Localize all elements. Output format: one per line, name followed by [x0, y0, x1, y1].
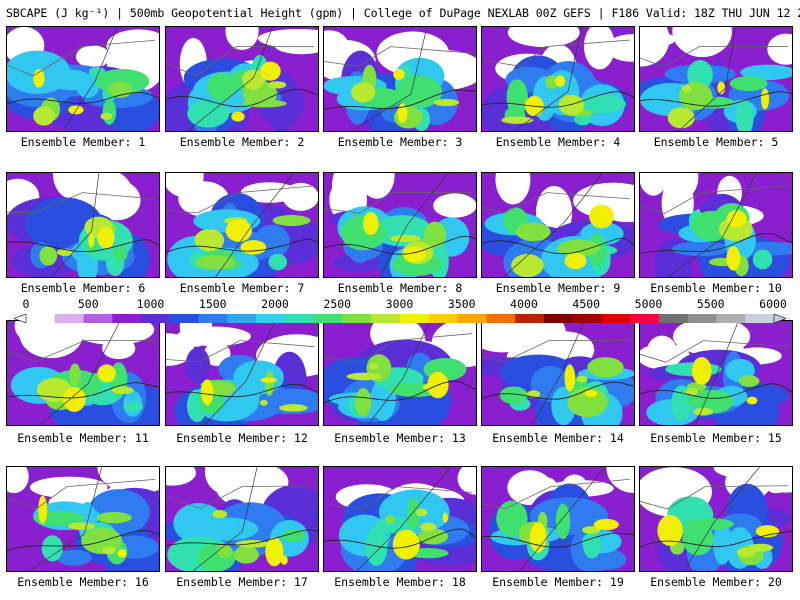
ensemble-member-label: Ensemble Member: 6 [20, 281, 146, 295]
colorbar-swatch [457, 314, 487, 323]
ensemble-member-label: Ensemble Member: 20 [650, 575, 782, 589]
ensemble-member-map [6, 172, 160, 278]
ensemble-member-map [323, 320, 477, 426]
ensemble-member-map [639, 466, 793, 572]
colorbar-tick-label: 1500 [198, 297, 227, 311]
ensemble-member-map [639, 172, 793, 278]
colorbar-swatch [83, 314, 113, 323]
colorbar-swatch [227, 314, 257, 323]
ensemble-member-label: Ensemble Member: 2 [179, 135, 305, 149]
colorbar-tick-label: 2500 [323, 297, 352, 311]
colorbar-tick-label: 1000 [136, 297, 165, 311]
colorbar-tick-label: 3000 [385, 297, 414, 311]
ensemble-member-map [6, 320, 160, 426]
colorbar-swatch [313, 314, 343, 323]
colorbar-tick-label: 2000 [261, 297, 289, 311]
colorbar-swatch [601, 314, 631, 323]
colorbar-swatch [428, 314, 458, 323]
colorbar-tick-label: 3500 [447, 297, 476, 311]
ensemble-member-map [323, 26, 477, 132]
ensemble-member-map [323, 466, 477, 572]
ensemble-member-label: Ensemble Member: 17 [176, 575, 308, 589]
ensemble-member-label: Ensemble Member: 7 [179, 281, 305, 295]
ensemble-member-label: Ensemble Member: 11 [17, 431, 149, 445]
ensemble-member-map [165, 172, 319, 278]
colorbar-swatch [572, 314, 602, 323]
colorbar-swatch [687, 314, 717, 323]
ensemble-member-label: Ensemble Member: 5 [653, 135, 779, 149]
ensemble-member-label: Ensemble Member: 13 [334, 431, 466, 445]
colorbar-tick-label: 5500 [696, 297, 725, 311]
colorbar-tick-label: 0 [22, 297, 30, 311]
ensemble-member-label: Ensemble Member: 10 [650, 281, 782, 295]
ensemble-member-label: Ensemble Member: 9 [495, 281, 621, 295]
ensemble-member-label: Ensemble Member: 3 [337, 135, 463, 149]
ensemble-member-map [481, 26, 635, 132]
ensemble-member-map [639, 26, 793, 132]
colorbar-scale [13, 308, 787, 324]
ensemble-member-map [6, 26, 160, 132]
colorbar-swatch [342, 314, 372, 323]
ensemble-member-map [6, 466, 160, 572]
colorbar-swatch [169, 314, 199, 323]
ensemble-member-map [481, 172, 635, 278]
ensemble-member-label: Ensemble Member: 8 [337, 281, 463, 295]
ensemble-member-label: Ensemble Member: 1 [20, 135, 146, 149]
colorbar-tick-label: 4500 [572, 297, 601, 311]
colorbar-swatch [141, 314, 171, 323]
ensemble-member-map [323, 172, 477, 278]
colorbar-tick-label: 4000 [510, 297, 538, 311]
ensemble-member-map [165, 26, 319, 132]
ensemble-member-label: Ensemble Member: 18 [334, 575, 466, 589]
colorbar-tick-label: 5000 [634, 297, 663, 311]
ensemble-member-map [639, 320, 793, 426]
ensemble-member-label: Ensemble Member: 16 [17, 575, 149, 589]
colorbar-tick-label: 500 [77, 297, 99, 311]
colorbar-swatch [284, 314, 314, 323]
colorbar-swatch [54, 314, 84, 323]
ensemble-member-label: Ensemble Member: 12 [176, 431, 308, 445]
ensemble-member-map [481, 320, 635, 426]
ensemble-member-label: Ensemble Member: 15 [650, 431, 782, 445]
ensemble-member-label: Ensemble Member: 19 [492, 575, 624, 589]
colorbar-swatch [26, 314, 56, 323]
ensemble-member-map [165, 320, 319, 426]
colorbar-swatch [256, 314, 286, 323]
colorbar-swatch [543, 314, 573, 323]
colorbar-swatch [515, 314, 545, 323]
ensemble-member-label: Ensemble Member: 14 [492, 431, 624, 445]
colorbar-swatch [400, 314, 430, 323]
colorbar-swatch [486, 314, 516, 323]
colorbar-swatch [198, 314, 228, 323]
ensemble-member-map [481, 466, 635, 572]
ensemble-member-label: Ensemble Member: 4 [495, 135, 621, 149]
colorbar-swatch [658, 314, 688, 323]
colorbar-swatch [371, 314, 401, 323]
map-title: SBCAPE (J kg⁻¹) | 500mb Geopotential Hei… [6, 6, 800, 20]
colorbar-swatch [112, 314, 142, 323]
colorbar-tick-label: 6000 [759, 297, 787, 311]
colorbar-swatch [630, 314, 660, 323]
colorbar-swatch [745, 314, 775, 323]
colorbar-swatch [716, 314, 746, 323]
ensemble-member-map [165, 466, 319, 572]
